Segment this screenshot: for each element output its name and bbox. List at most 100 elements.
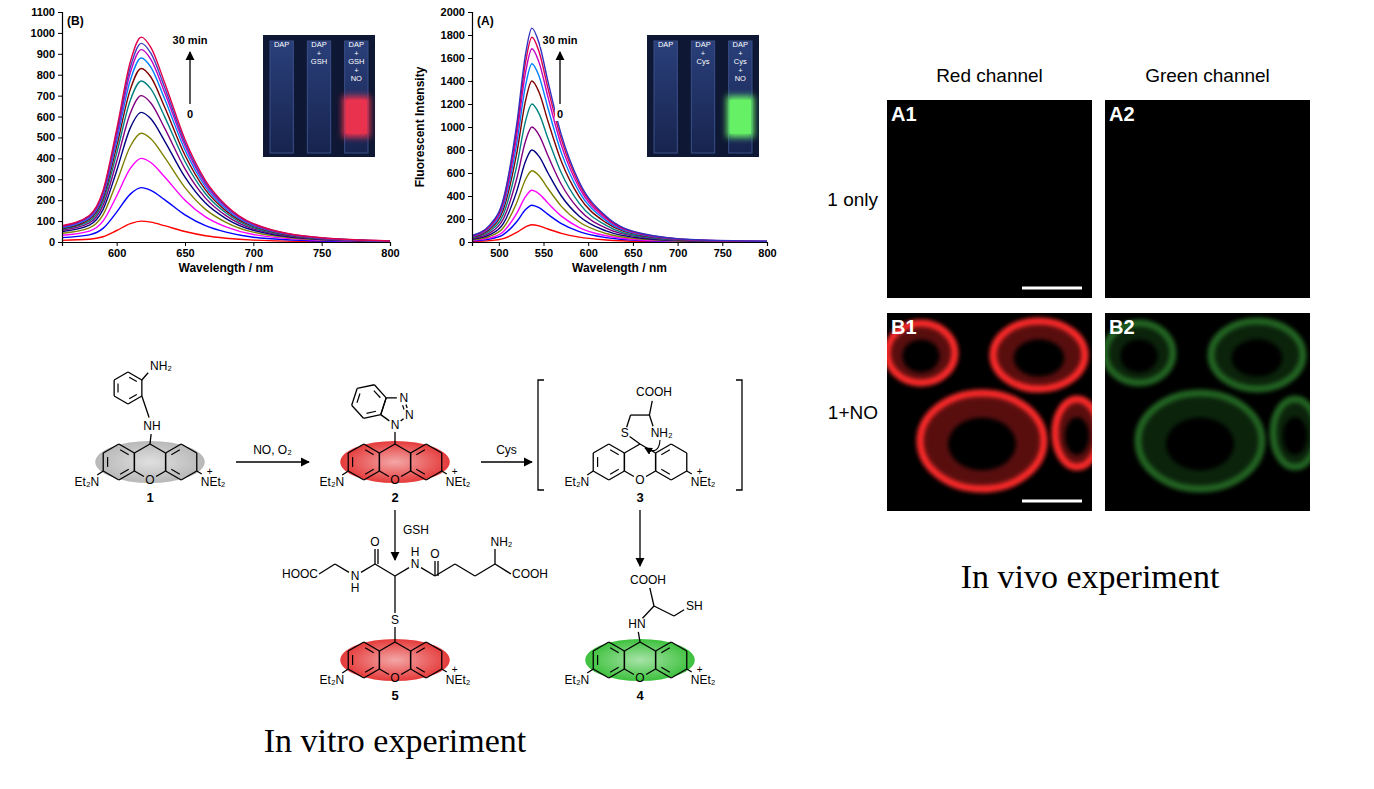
tick-mark: [58, 137, 62, 138]
atom-label: Et₂N: [320, 673, 345, 687]
compound-number: 5: [391, 688, 398, 703]
double-bond: [661, 667, 670, 672]
double-bond: [367, 411, 376, 413]
bond: [442, 669, 447, 672]
inset-background: [647, 35, 759, 157]
label-patch: [171, 33, 210, 47]
cell: [993, 321, 1085, 389]
double-bond: [416, 667, 425, 672]
tick-mark: [58, 242, 62, 243]
atom-label: NEt₂: [201, 475, 226, 489]
compound-number: 1: [146, 490, 153, 505]
tick-label: 0: [49, 236, 55, 248]
tick-mark: [544, 242, 545, 246]
double-bond: [365, 667, 374, 672]
compound: OEt₂NNEt₂+2NNN: [320, 385, 471, 505]
tick-mark: [58, 33, 62, 34]
atom-label: NEt₂: [691, 673, 716, 687]
tick-label: 700: [245, 247, 263, 259]
bond: [379, 669, 389, 675]
tick-mark: [58, 96, 62, 97]
atom-label: O: [390, 473, 399, 487]
reaction-arrow: [639, 510, 640, 566]
reagent: GSH: [403, 523, 429, 537]
tick-mark: [58, 179, 62, 180]
nucleus: [1014, 339, 1065, 376]
atom-label: COOH: [512, 567, 548, 581]
bond: [671, 642, 687, 651]
bond: [593, 444, 609, 453]
reaction-arrow: [394, 510, 395, 560]
bond: [401, 419, 404, 421]
bond: [687, 669, 692, 672]
atom-label: NH₂: [651, 426, 673, 440]
double-bond: [365, 469, 374, 474]
bond: [379, 453, 380, 471]
tick: 0: [459, 236, 472, 248]
bond: [381, 415, 390, 421]
nucleus: [1232, 339, 1283, 376]
scale-bar: [1022, 287, 1082, 290]
bond: [411, 444, 427, 453]
electron-arrow: [645, 440, 660, 451]
tick: 400: [447, 190, 472, 202]
cell: [1055, 399, 1092, 467]
label-patch: [65, 13, 86, 29]
row-label: 1+NO: [828, 402, 878, 423]
bond: [646, 471, 656, 477]
tick-label: 900: [37, 48, 55, 60]
tick: 300: [37, 173, 62, 185]
tick-label: 750: [714, 247, 732, 259]
tick: 600: [447, 167, 472, 179]
bond: [103, 471, 119, 480]
tick: 750: [714, 242, 732, 259]
tick-mark: [468, 104, 472, 105]
tick-mark: [58, 12, 62, 13]
tick-label: 0: [459, 236, 465, 248]
bond: [142, 373, 148, 380]
bond: [494, 549, 495, 564]
tick: 800: [381, 242, 399, 259]
reaction-arrow: [481, 461, 532, 462]
tick-label: 400: [37, 152, 55, 164]
bond: [128, 372, 142, 380]
atom-label: N: [399, 391, 408, 405]
annotation: 30 min: [173, 34, 208, 46]
bond: [655, 651, 656, 669]
bond: [196, 453, 197, 471]
cuvette: [654, 41, 677, 153]
bond: [593, 453, 594, 471]
tick: 100: [37, 215, 62, 227]
atom-label: N: [391, 418, 400, 432]
bond: [593, 669, 609, 678]
atom-label: O: [635, 671, 644, 685]
bond: [119, 471, 135, 480]
double-bond: [661, 450, 670, 455]
bond: [166, 471, 182, 480]
cell: [920, 393, 1044, 489]
tick: 600: [37, 111, 62, 123]
tick-label: 1100: [31, 6, 55, 18]
bond: [103, 444, 119, 453]
cuvette-glow: [727, 96, 754, 137]
bond: [624, 444, 640, 453]
bond: [357, 385, 374, 389]
tick-label: 1000: [441, 121, 465, 133]
bond: [410, 651, 411, 669]
tick: 1000: [441, 121, 472, 133]
tick: 600: [580, 242, 598, 259]
tick-mark: [499, 242, 500, 246]
bond: [455, 564, 475, 576]
bond: [141, 380, 142, 396]
tick-mark: [58, 158, 62, 159]
label-patch: [541, 33, 580, 47]
tick: 700: [37, 90, 62, 102]
caption: In vivo experiment: [961, 558, 1220, 595]
inset-label: DAP: [658, 40, 673, 49]
bond: [364, 471, 380, 480]
bond: [319, 564, 335, 574]
column-head: Red channel: [936, 65, 1043, 86]
nucleus: [948, 418, 1016, 471]
tick-mark: [633, 242, 634, 246]
cuvette-glow: [343, 96, 370, 137]
